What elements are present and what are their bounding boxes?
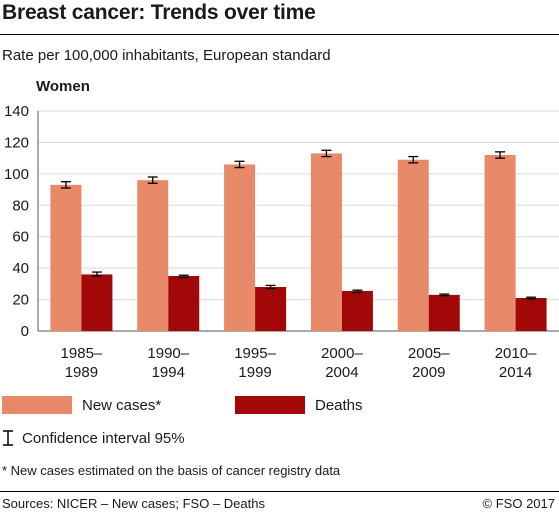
legend-label-ci: Confidence interval 95% bbox=[22, 429, 185, 447]
y-tick-label: 100 bbox=[4, 166, 29, 183]
bar-deaths bbox=[341, 290, 373, 331]
legend-swatch-new-cases bbox=[2, 396, 72, 414]
bar-new-cases bbox=[137, 180, 169, 331]
panel-label: Women bbox=[36, 78, 90, 95]
chart-title: Breast cancer: Trends over time bbox=[2, 1, 316, 24]
legend-swatch-deaths bbox=[235, 396, 305, 414]
chart-subtitle: Rate per 100,000 inhabitants, European s… bbox=[2, 47, 331, 64]
error-bars bbox=[60, 149, 537, 300]
bar-new-cases bbox=[310, 153, 342, 331]
legend-label-new-cases: New cases* bbox=[82, 396, 162, 414]
bar-new-cases bbox=[224, 164, 256, 331]
footnote: * New cases estimated on the basis of ca… bbox=[2, 463, 341, 478]
y-tick-label: 60 bbox=[12, 229, 29, 246]
x-tick-label: 2010– bbox=[495, 345, 537, 362]
y-tick-label: 140 bbox=[4, 103, 29, 120]
grid-lines bbox=[37, 110, 559, 332]
bar-new-cases bbox=[397, 159, 429, 331]
x-tick-label: 2014 bbox=[499, 364, 532, 381]
y-axis-ticks: 0 20 40 60 80 100 120 140 bbox=[4, 103, 29, 340]
bar-new-cases bbox=[50, 184, 82, 331]
x-axis-labels: 1985– 1989 1990– 1994 1995– 1999 2000– 2004 2005… bbox=[61, 345, 538, 381]
title-rule bbox=[0, 34, 559, 35]
bar-deaths bbox=[168, 276, 200, 331]
bar-deaths bbox=[428, 294, 460, 331]
x-tick-label: 1999 bbox=[238, 364, 271, 381]
legend-label-deaths: Deaths bbox=[315, 396, 363, 414]
x-tick-label: 1994 bbox=[152, 364, 185, 381]
sources: Sources: NICER – New cases; FSO – Deaths bbox=[2, 496, 265, 511]
bar-deaths bbox=[81, 274, 113, 331]
bar-deaths bbox=[515, 298, 547, 331]
legend-deaths: Deaths bbox=[235, 396, 363, 414]
footer-rule bbox=[0, 491, 559, 492]
y-tick-label: 120 bbox=[4, 134, 29, 151]
x-tick-label: 1985– bbox=[61, 345, 103, 362]
legend-confidence-interval: Confidence interval 95% bbox=[2, 429, 185, 447]
x-tick-label: 2004 bbox=[325, 364, 358, 381]
y-tick-label: 40 bbox=[12, 260, 29, 277]
bar-new-cases bbox=[484, 155, 516, 331]
x-tick-label: 1989 bbox=[65, 364, 98, 381]
x-tick-label: 2009 bbox=[412, 364, 445, 381]
y-tick-label: 80 bbox=[12, 197, 29, 214]
y-tick-label: 20 bbox=[12, 292, 29, 309]
x-tick-label: 2000– bbox=[321, 345, 363, 362]
x-tick-label: 1995– bbox=[234, 345, 276, 362]
legend-new-cases: New cases* bbox=[2, 396, 161, 414]
x-tick-label: 1990– bbox=[147, 345, 189, 362]
error-bar-icon bbox=[3, 430, 13, 446]
x-tick-label: 2005– bbox=[408, 345, 450, 362]
bars bbox=[50, 153, 547, 331]
y-tick-label: 0 bbox=[21, 323, 29, 340]
copyright: © FSO 2017 bbox=[482, 496, 555, 511]
bar-chart: 0 20 40 60 80 100 120 140 1985– 1989 1990– 1994 199… bbox=[4, 103, 559, 381]
bar-deaths bbox=[255, 287, 287, 331]
